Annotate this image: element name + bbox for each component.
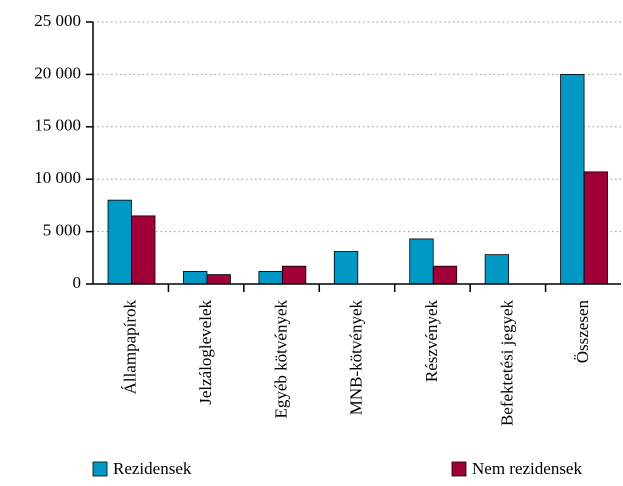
y-tick-label: 10 000 [34, 168, 81, 187]
x-tick-label: MNB-kötvények [347, 300, 366, 416]
legend-label: Nem rezidensek [472, 459, 582, 478]
x-tick-label: Állampapírok [120, 300, 139, 395]
y-tick-label: 15 000 [34, 116, 81, 135]
bar [206, 274, 231, 285]
x-tick-label: Befektetési jegyek [498, 300, 517, 427]
bar [333, 251, 359, 285]
bar [107, 199, 132, 285]
bar [432, 265, 458, 285]
legend-label: Rezidensek [113, 459, 192, 478]
bar [409, 238, 434, 285]
legend-swatch [451, 461, 467, 477]
bar [583, 171, 608, 285]
bar [258, 271, 283, 285]
x-tick-label: Jelzáloglevelek [196, 300, 215, 405]
bar [183, 271, 208, 285]
x-tick-label: Összesen [573, 300, 592, 364]
legend-swatch [92, 461, 108, 477]
y-tick-label: 25 000 [34, 11, 81, 30]
bar [281, 265, 307, 285]
bar [131, 215, 156, 285]
x-tick-label: Részvények [422, 300, 441, 383]
y-tick-label: 0 [73, 273, 82, 292]
bar [560, 74, 585, 285]
y-tick-label: 20 000 [34, 63, 81, 82]
x-tick-label: Egyéb kötvények [271, 300, 290, 419]
bar [484, 254, 510, 285]
y-tick-label: 5 000 [43, 221, 81, 240]
